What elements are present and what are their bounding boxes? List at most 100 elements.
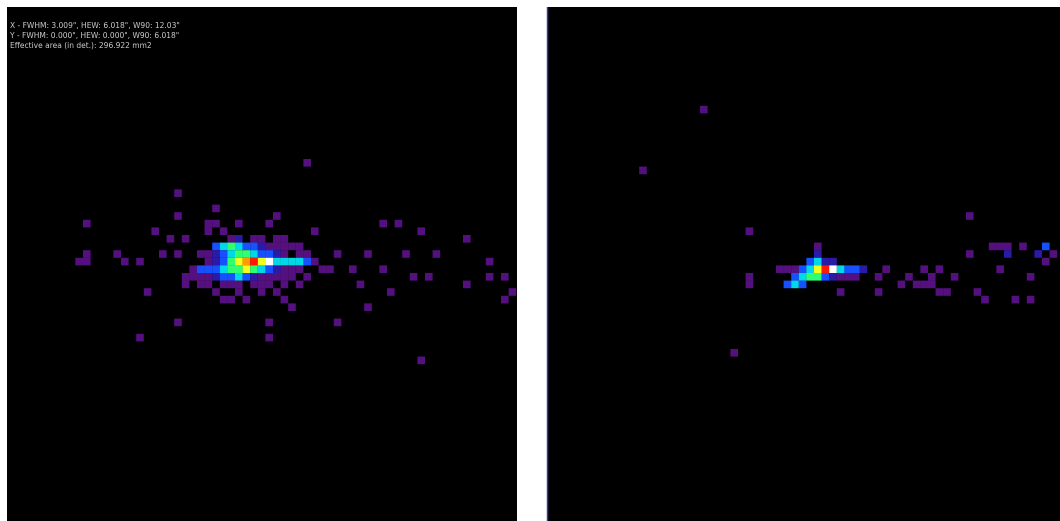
pixel — [784, 281, 792, 289]
pixel — [303, 159, 311, 167]
pixel — [220, 243, 228, 251]
pixel — [966, 212, 974, 220]
pixel — [273, 212, 281, 220]
pixel — [989, 243, 997, 251]
pixel — [235, 273, 243, 281]
pixel — [205, 265, 213, 273]
pixel — [799, 273, 807, 281]
pixel — [1042, 243, 1050, 251]
pixel — [205, 258, 213, 266]
pixel — [806, 265, 814, 273]
pixel — [814, 250, 822, 258]
pixel — [121, 258, 129, 266]
info-line: X - FWHM: 3.009", HEW: 6.018", W90: 12.0… — [10, 21, 180, 30]
pixel — [151, 227, 159, 235]
pixel — [417, 227, 425, 235]
pixel — [182, 273, 190, 281]
pixel — [920, 281, 928, 289]
pixel — [136, 334, 144, 342]
pixel — [334, 250, 342, 258]
pixel — [235, 288, 243, 296]
pixel — [288, 273, 296, 281]
pixel — [250, 258, 258, 266]
pixel — [265, 319, 273, 327]
pixel — [1012, 296, 1020, 304]
pixel — [197, 250, 205, 258]
pixel — [943, 288, 951, 296]
pixel — [235, 265, 243, 273]
pixel — [144, 288, 152, 296]
pixel — [814, 243, 822, 251]
pixel — [1050, 250, 1058, 258]
pixel — [296, 258, 304, 266]
pixel — [296, 243, 304, 251]
pixel — [220, 227, 228, 235]
pixel — [326, 265, 334, 273]
pixel — [875, 288, 883, 296]
pixel — [227, 258, 235, 266]
info-line: Effective area (in det.): 296.922 mm2 — [10, 41, 152, 50]
pixel — [227, 265, 235, 273]
pixel — [212, 205, 220, 213]
pixel — [250, 235, 258, 243]
pixel — [410, 273, 418, 281]
pixel — [1019, 243, 1027, 251]
pixel — [379, 220, 387, 228]
pixel — [288, 258, 296, 266]
pixel — [235, 243, 243, 251]
pixel — [296, 250, 304, 258]
pixel — [227, 281, 235, 289]
pixel — [814, 265, 822, 273]
pixel — [799, 265, 807, 273]
pixel — [364, 303, 372, 311]
pixel — [212, 220, 220, 228]
pixel — [996, 243, 1004, 251]
pixel — [136, 258, 144, 266]
pixel — [860, 265, 868, 273]
pixel — [303, 250, 311, 258]
pixel — [258, 250, 266, 258]
pixel — [281, 281, 289, 289]
pixel — [227, 235, 235, 243]
pixel — [806, 273, 814, 281]
pixel — [730, 349, 738, 357]
pixel — [852, 273, 860, 281]
pixel — [974, 288, 982, 296]
pixel — [486, 258, 494, 266]
pixel — [288, 265, 296, 273]
pixel — [920, 265, 928, 273]
pixel — [288, 243, 296, 251]
pixel — [357, 281, 365, 289]
pixel — [265, 220, 273, 228]
pixel — [844, 273, 852, 281]
pixel — [227, 250, 235, 258]
pixel — [243, 243, 251, 251]
pixel — [273, 273, 281, 281]
pixel — [281, 296, 289, 304]
pixel — [822, 258, 830, 266]
pixel — [996, 265, 1004, 273]
pixel — [220, 265, 228, 273]
pixel — [159, 250, 167, 258]
pixel — [501, 273, 509, 281]
pixel — [235, 235, 243, 243]
pixel — [174, 319, 182, 327]
pixel — [425, 273, 433, 281]
pixel — [273, 243, 281, 251]
pixel — [1034, 250, 1042, 258]
pixel — [349, 265, 357, 273]
pixel — [243, 296, 251, 304]
pixel — [265, 273, 273, 281]
pixel — [205, 273, 213, 281]
pixel — [212, 250, 220, 258]
pixel — [235, 258, 243, 266]
pixel — [273, 250, 281, 258]
pixel — [829, 258, 837, 266]
pixel — [265, 243, 273, 251]
pixel — [265, 258, 273, 266]
pixel — [814, 273, 822, 281]
pixel — [220, 281, 228, 289]
pixel — [311, 258, 319, 266]
pixel — [746, 273, 754, 281]
pixel — [875, 273, 883, 281]
